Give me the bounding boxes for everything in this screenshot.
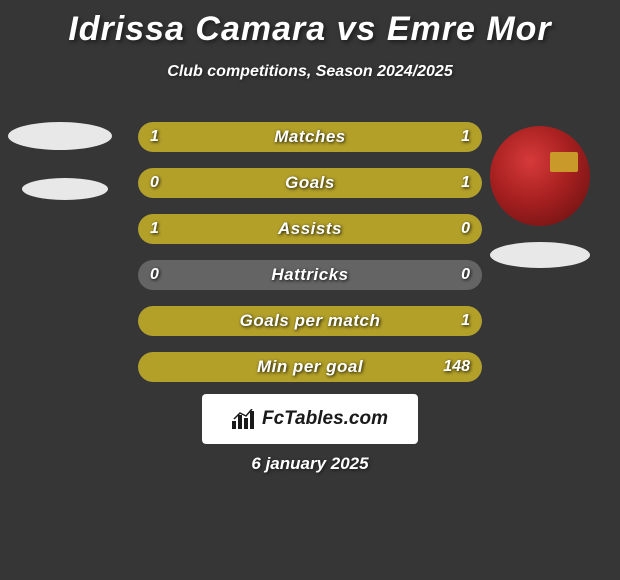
oval-shape — [8, 122, 112, 150]
stat-bar: 148Min per goal — [138, 352, 482, 382]
bar-label: Hattricks — [138, 260, 482, 290]
brand-box: FcTables.com — [202, 394, 418, 444]
bar-label: Goals — [138, 168, 482, 198]
stat-bar: 1Goals per match — [138, 306, 482, 336]
bar-label: Goals per match — [138, 306, 482, 336]
player-left-decor — [8, 122, 112, 200]
stat-bar: 11Matches — [138, 122, 482, 152]
avatar-badge — [550, 152, 578, 172]
bar-label: Assists — [138, 214, 482, 244]
bar-label: Min per goal — [138, 352, 482, 382]
oval-shape — [490, 242, 590, 268]
bar-label: Matches — [138, 122, 482, 152]
page-subtitle: Club competitions, Season 2024/2025 — [0, 63, 620, 81]
comparison-bars: 11Matches 01Goals 10Assists 00Hattricks 1Goa… — [138, 122, 482, 398]
player-right-decor — [490, 126, 590, 268]
oval-shape — [22, 178, 108, 200]
page-title: Idrissa Camara vs Emre Mor — [0, 0, 620, 49]
stat-bar: 01Goals — [138, 168, 482, 198]
brand-text: FcTables.com — [262, 408, 388, 430]
chart-icon — [232, 409, 256, 429]
date-label: 6 january 2025 — [0, 454, 620, 474]
stat-bar: 00Hattricks — [138, 260, 482, 290]
player-avatar — [490, 126, 590, 226]
stat-bar: 10Assists — [138, 214, 482, 244]
